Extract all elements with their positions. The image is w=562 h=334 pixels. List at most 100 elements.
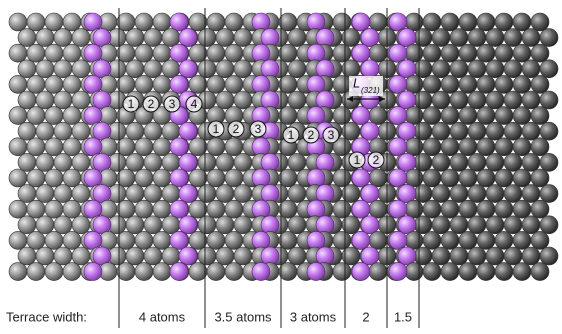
atom bbox=[405, 107, 423, 125]
terrace-label: Terrace width: bbox=[6, 309, 87, 324]
step-atom bbox=[316, 60, 334, 78]
step-atom bbox=[398, 91, 416, 109]
atom bbox=[414, 91, 432, 109]
atom bbox=[216, 91, 234, 109]
atom bbox=[423, 231, 441, 249]
atom bbox=[216, 60, 234, 78]
atom bbox=[333, 200, 351, 218]
atom bbox=[162, 60, 180, 78]
atom bbox=[513, 263, 531, 281]
atom bbox=[405, 263, 423, 281]
atom bbox=[495, 138, 513, 156]
atom bbox=[450, 29, 468, 47]
atom bbox=[369, 263, 387, 281]
atom bbox=[45, 107, 63, 125]
step-atom bbox=[252, 231, 270, 249]
atom bbox=[468, 60, 486, 78]
atom bbox=[468, 29, 486, 47]
atom bbox=[234, 185, 252, 203]
atom bbox=[207, 138, 225, 156]
atom bbox=[459, 200, 477, 218]
atom-number: 2 bbox=[373, 153, 380, 167]
atom bbox=[441, 13, 459, 31]
step-atom bbox=[252, 200, 270, 218]
atom bbox=[225, 231, 243, 249]
atom bbox=[144, 29, 162, 47]
atom bbox=[495, 107, 513, 125]
atom bbox=[405, 169, 423, 187]
atom bbox=[531, 231, 549, 249]
atom bbox=[522, 247, 540, 265]
atom bbox=[162, 153, 180, 171]
step-atom bbox=[261, 29, 279, 47]
atom bbox=[333, 13, 351, 31]
atom bbox=[513, 169, 531, 187]
terrace-width: 3 atoms bbox=[290, 309, 337, 324]
atom bbox=[414, 247, 432, 265]
atom bbox=[117, 13, 135, 31]
atom bbox=[126, 185, 144, 203]
atom bbox=[117, 75, 135, 93]
atom bbox=[504, 91, 522, 109]
step-atom bbox=[84, 138, 102, 156]
step-atom bbox=[398, 216, 416, 234]
atom bbox=[369, 107, 387, 125]
atom bbox=[504, 216, 522, 234]
atom bbox=[495, 231, 513, 249]
atom bbox=[459, 75, 477, 93]
atom bbox=[468, 216, 486, 234]
step-atom bbox=[352, 169, 370, 187]
atom bbox=[198, 216, 216, 234]
atom bbox=[441, 75, 459, 93]
atom bbox=[117, 44, 135, 62]
atom bbox=[9, 263, 27, 281]
step-atom bbox=[84, 44, 102, 62]
atom bbox=[477, 107, 495, 125]
atom bbox=[135, 44, 153, 62]
step-atom bbox=[84, 169, 102, 187]
step-atom bbox=[361, 247, 379, 265]
atom bbox=[9, 13, 27, 31]
atom bbox=[513, 231, 531, 249]
step-atom bbox=[179, 216, 197, 234]
atom-number: 2 bbox=[308, 128, 315, 142]
step-atom bbox=[389, 169, 407, 187]
atom bbox=[441, 138, 459, 156]
atom bbox=[405, 138, 423, 156]
atom bbox=[288, 91, 306, 109]
atom bbox=[18, 216, 36, 234]
length-subscript: (321) bbox=[361, 86, 380, 95]
atom bbox=[513, 75, 531, 93]
atom bbox=[27, 231, 45, 249]
atom bbox=[477, 75, 495, 93]
atom bbox=[414, 153, 432, 171]
atom bbox=[153, 44, 171, 62]
atom bbox=[18, 185, 36, 203]
atom bbox=[540, 60, 558, 78]
atom bbox=[495, 169, 513, 187]
atom bbox=[423, 107, 441, 125]
atom bbox=[531, 107, 549, 125]
atom bbox=[513, 138, 531, 156]
step-atom bbox=[179, 153, 197, 171]
atom bbox=[36, 153, 54, 171]
step-atom bbox=[398, 29, 416, 47]
atom bbox=[423, 138, 441, 156]
atom bbox=[441, 200, 459, 218]
atom bbox=[405, 13, 423, 31]
step-atom bbox=[389, 231, 407, 249]
step-atom bbox=[352, 44, 370, 62]
atom bbox=[279, 263, 297, 281]
atom bbox=[63, 138, 81, 156]
atom bbox=[450, 185, 468, 203]
atom bbox=[414, 60, 432, 78]
step-atom bbox=[179, 60, 197, 78]
atom bbox=[126, 122, 144, 140]
atom bbox=[27, 169, 45, 187]
step-atom bbox=[316, 247, 334, 265]
atom bbox=[189, 200, 207, 218]
atom bbox=[117, 231, 135, 249]
atom bbox=[279, 13, 297, 31]
step-atom bbox=[389, 263, 407, 281]
step-atom bbox=[84, 231, 102, 249]
